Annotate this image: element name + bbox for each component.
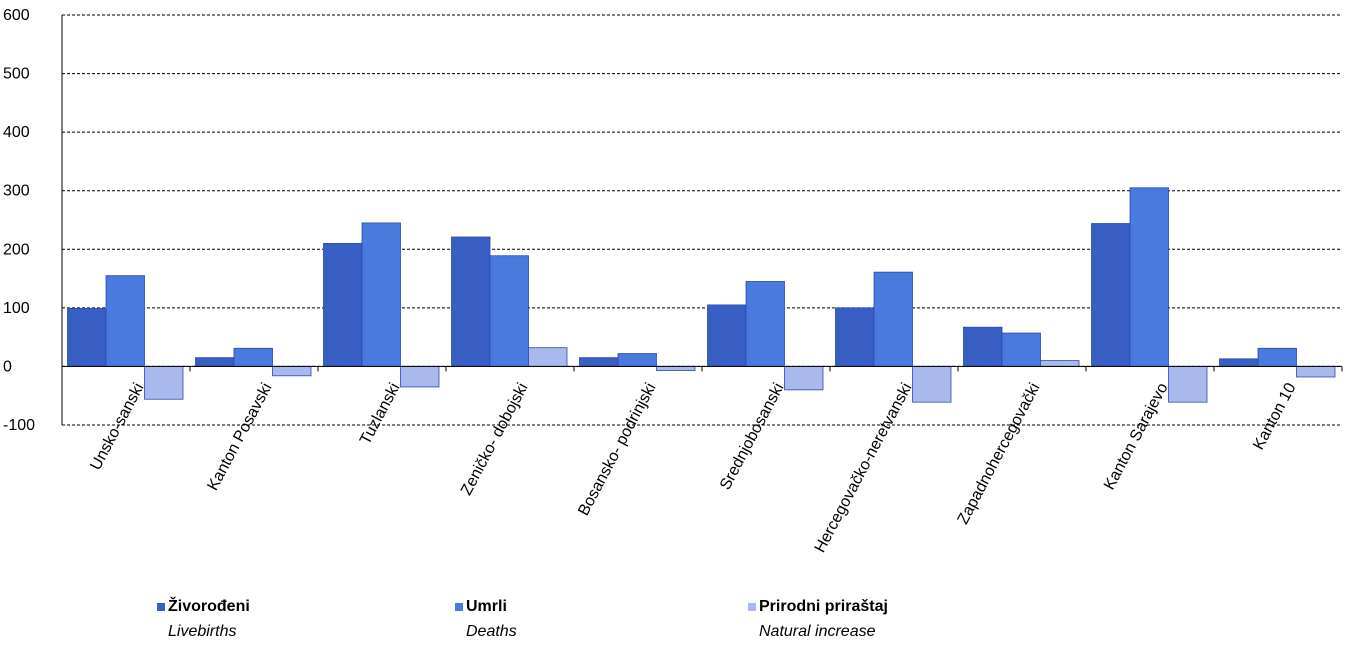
x-tick-label: Zapadnohercegovački bbox=[955, 380, 1044, 527]
bar-9-0 bbox=[1219, 358, 1259, 367]
y-tick-label: 300 bbox=[3, 183, 30, 200]
x-tick-label: Kanton Posavski bbox=[205, 380, 276, 493]
legend-sublabel-2: Natural increase bbox=[759, 623, 876, 640]
bars bbox=[67, 187, 1336, 403]
bar-9-2 bbox=[1296, 366, 1336, 378]
legend-item-1: Umrli Deaths bbox=[455, 598, 517, 641]
bar-4-2 bbox=[656, 366, 696, 371]
legend-label-0: Živorođeni bbox=[168, 598, 250, 615]
bar-6-0 bbox=[835, 307, 875, 367]
x-tick-label: Srednjobosanski bbox=[717, 380, 788, 492]
bar-5-2 bbox=[784, 366, 824, 391]
legend-swatch-2 bbox=[748, 603, 756, 611]
x-tick-label: Unsko-sanski bbox=[87, 380, 147, 473]
bar-4-1 bbox=[617, 353, 657, 367]
x-tick-label: Kanton 10 bbox=[1250, 380, 1299, 452]
bar-1-2 bbox=[272, 366, 312, 377]
bar-8-0 bbox=[1091, 223, 1131, 367]
y-tick-label: 600 bbox=[3, 7, 30, 24]
bar-4-0 bbox=[579, 357, 619, 367]
bar-8-1 bbox=[1129, 187, 1169, 367]
x-axis: Unsko-sanski Kanton Posavski Tuzlanski Zeni… bbox=[62, 365, 1343, 556]
bar-2-2 bbox=[400, 366, 440, 388]
legend-swatch-0 bbox=[157, 603, 165, 611]
x-tick-label: Kanton Sarajevo bbox=[1101, 380, 1172, 493]
bar-2-1 bbox=[361, 222, 401, 367]
legend-item-0: Živorođeni Livebirths bbox=[157, 598, 250, 641]
bar-9-1 bbox=[1257, 347, 1297, 367]
bar-3-0 bbox=[451, 236, 491, 367]
x-tick-label: Hercegovačko-neretvanski bbox=[812, 380, 916, 555]
bar-2-0 bbox=[323, 243, 363, 367]
bar-7-0 bbox=[963, 326, 1003, 367]
x-tick-label: Tuzlanski bbox=[357, 380, 403, 447]
bar-6-2 bbox=[912, 366, 952, 403]
bar-5-1 bbox=[745, 281, 785, 367]
y-axis: -100 0 100 200 300 400 500 600 bbox=[3, 7, 63, 434]
bar-1-1 bbox=[233, 347, 273, 367]
bar-3-2 bbox=[528, 347, 568, 367]
bar-7-1 bbox=[1001, 332, 1041, 367]
legend-swatch-1 bbox=[455, 603, 463, 611]
legend-item-2: Prirodni priraštaj Natural increase bbox=[748, 598, 888, 641]
legend-label-1: Umrli bbox=[466, 598, 507, 615]
legend-sublabel-0: Livebirths bbox=[168, 623, 237, 640]
chart: -100 0 100 200 300 400 500 600 Unsko-sanski Kant… bbox=[3, 7, 1343, 556]
y-tick-label: 400 bbox=[3, 124, 30, 141]
x-tick-label: Bosansko- podrinjski bbox=[575, 380, 659, 518]
bar-0-1 bbox=[105, 275, 145, 367]
bar-7-2 bbox=[1040, 360, 1080, 367]
x-tick-label: Zeničko- dobojski bbox=[458, 380, 531, 498]
bar-3-1 bbox=[489, 255, 529, 367]
bar-1-0 bbox=[195, 357, 235, 367]
legend-label-2: Prirodni priraštaj bbox=[759, 598, 888, 615]
y-tick-label: 100 bbox=[3, 300, 30, 317]
bar-0-2 bbox=[144, 366, 184, 400]
y-tick-label: 200 bbox=[3, 241, 30, 258]
legend-sublabel-1: Deaths bbox=[466, 623, 517, 640]
bar-8-2 bbox=[1168, 366, 1208, 403]
y-tick-label: 0 bbox=[3, 358, 12, 375]
y-tick-label: 500 bbox=[3, 66, 30, 83]
y-tick-label: -100 bbox=[3, 417, 35, 434]
bar-0-0 bbox=[67, 308, 107, 367]
bar-6-1 bbox=[873, 271, 913, 367]
bar-5-0 bbox=[707, 304, 747, 367]
